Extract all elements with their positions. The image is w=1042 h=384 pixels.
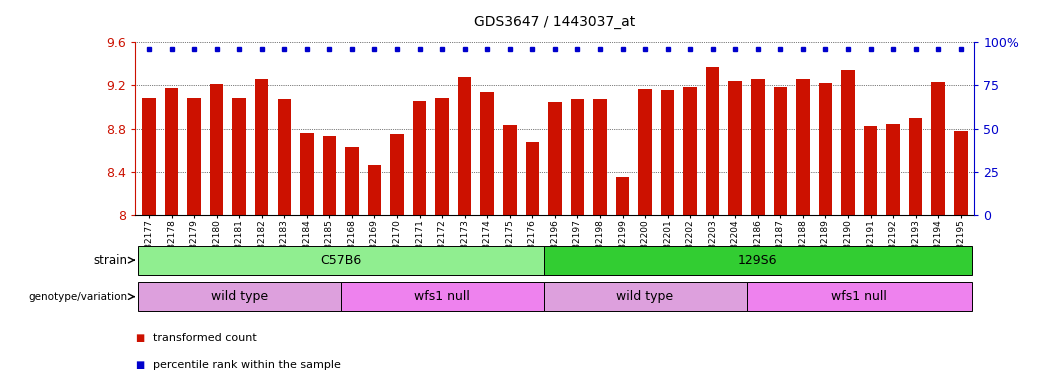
Bar bbox=[796, 79, 810, 215]
Bar bbox=[746, 282, 972, 311]
Bar bbox=[639, 89, 652, 215]
Text: ■: ■ bbox=[135, 333, 145, 343]
Bar bbox=[209, 84, 223, 215]
Bar bbox=[345, 147, 358, 215]
Bar bbox=[255, 79, 269, 215]
Bar bbox=[457, 77, 471, 215]
Bar bbox=[165, 88, 178, 215]
Bar bbox=[300, 133, 314, 215]
Bar bbox=[436, 98, 449, 215]
Text: transformed count: transformed count bbox=[153, 333, 257, 343]
Bar bbox=[480, 92, 494, 215]
Bar bbox=[413, 101, 426, 215]
Bar bbox=[751, 79, 765, 215]
Bar bbox=[684, 86, 697, 215]
Text: 129S6: 129S6 bbox=[738, 254, 777, 266]
Bar bbox=[887, 124, 900, 215]
Bar bbox=[616, 177, 629, 215]
Bar bbox=[661, 90, 674, 215]
Bar bbox=[544, 246, 972, 275]
Bar bbox=[525, 142, 539, 215]
Bar bbox=[773, 86, 787, 215]
Text: wild type: wild type bbox=[210, 290, 268, 303]
Bar bbox=[503, 126, 517, 215]
Bar bbox=[571, 99, 585, 215]
Text: percentile rank within the sample: percentile rank within the sample bbox=[153, 360, 341, 370]
Bar bbox=[548, 102, 562, 215]
Bar bbox=[705, 67, 719, 215]
Bar bbox=[323, 136, 337, 215]
Text: wfs1 null: wfs1 null bbox=[414, 290, 470, 303]
Text: wfs1 null: wfs1 null bbox=[832, 290, 887, 303]
Bar bbox=[138, 246, 544, 275]
Bar bbox=[932, 82, 945, 215]
Text: genotype/variation: genotype/variation bbox=[28, 291, 127, 302]
Bar bbox=[593, 99, 606, 215]
Bar bbox=[819, 83, 833, 215]
Text: ■: ■ bbox=[135, 360, 145, 370]
Bar bbox=[391, 134, 404, 215]
Bar bbox=[341, 282, 544, 311]
Bar bbox=[368, 166, 381, 215]
Bar bbox=[544, 282, 746, 311]
Bar bbox=[841, 70, 854, 215]
Bar bbox=[864, 126, 877, 215]
Bar bbox=[232, 98, 246, 215]
Text: strain: strain bbox=[93, 254, 127, 266]
Text: C57B6: C57B6 bbox=[320, 254, 362, 266]
Bar bbox=[188, 98, 201, 215]
Text: wild type: wild type bbox=[617, 290, 673, 303]
Text: GDS3647 / 1443037_at: GDS3647 / 1443037_at bbox=[474, 15, 636, 29]
Bar bbox=[909, 118, 922, 215]
Bar bbox=[277, 99, 291, 215]
Bar bbox=[138, 282, 341, 311]
Bar bbox=[728, 81, 742, 215]
Bar bbox=[142, 98, 155, 215]
Bar bbox=[954, 131, 968, 215]
